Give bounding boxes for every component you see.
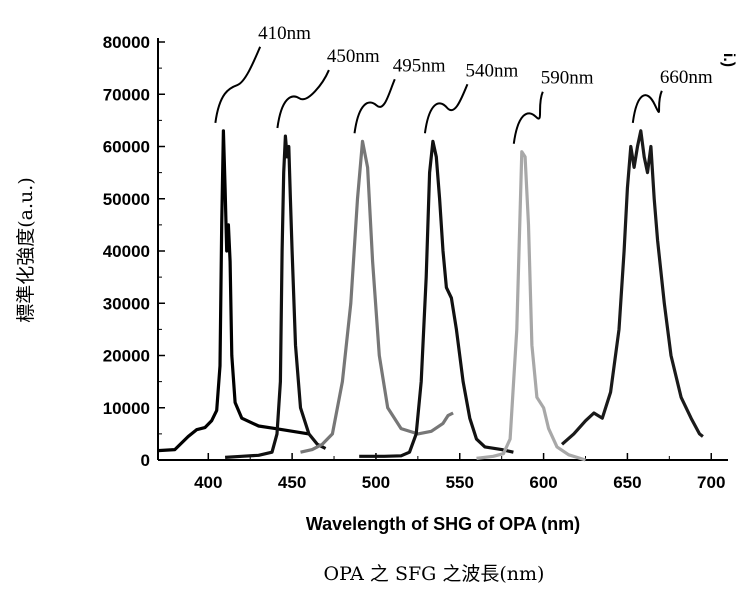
- peak-labels: 410nm 450nm 495nm 540nm 590nm 660nm: [214, 23, 713, 144]
- x-tick-label: 450: [278, 473, 306, 492]
- peak-leader-590nm: [512, 91, 544, 144]
- series-layer: [157, 129, 704, 462]
- y-tick-label: 60000: [103, 138, 150, 157]
- corner-mark: i.): [720, 53, 737, 67]
- axes: 0 10000 20000 30000 40000 50000 60000 70000 8000…: [103, 33, 728, 492]
- peak-label-450nm: 450nm: [327, 46, 380, 67]
- series-line-540nm: [359, 139, 514, 458]
- y-tick-label: 70000: [103, 85, 150, 104]
- peak-leader-410nm: [214, 46, 262, 123]
- series-line-590nm: [476, 150, 586, 462]
- x-axis-title: Wavelength of SHG of OPA (nm): [306, 514, 580, 534]
- peak-label-495nm: 495nm: [393, 55, 446, 76]
- x-tick-label: 400: [194, 473, 222, 492]
- x-tick-label: 700: [697, 473, 725, 492]
- x-tick-label: 550: [446, 473, 474, 492]
- peak-leader-495nm: [353, 78, 396, 134]
- peak-leader-540nm: [423, 83, 469, 134]
- x-tick-label: 600: [529, 473, 557, 492]
- y-axis-title: 標準化強度(a.u.): [15, 177, 37, 322]
- y-tick-label: 10000: [103, 399, 150, 418]
- peak-label-540nm: 540nm: [465, 60, 518, 81]
- peak-label-660nm: 660nm: [660, 67, 713, 88]
- series-line-410nm: [157, 129, 310, 453]
- figure-caption: OPA 之 SFG 之波長(nm): [324, 563, 545, 585]
- y-tick-label: 0: [141, 451, 150, 470]
- series-line-660nm: [560, 129, 704, 446]
- peak-leader-660nm: [631, 90, 663, 123]
- series-line-450nm: [224, 134, 327, 459]
- y-tick-label: 40000: [103, 242, 150, 261]
- x-tick-label: 500: [362, 473, 390, 492]
- y-tick-label: 50000: [103, 190, 150, 209]
- y-tick-label: 30000: [103, 294, 150, 313]
- y-tick-label: 80000: [103, 33, 150, 52]
- series-line-495nm: [300, 139, 454, 454]
- peak-leader-450nm: [276, 69, 330, 129]
- y-tick-label: 20000: [103, 347, 150, 366]
- peak-label-590nm: 590nm: [541, 68, 594, 89]
- peak-label-410nm: 410nm: [258, 23, 311, 44]
- x-tick-label: 650: [613, 473, 641, 492]
